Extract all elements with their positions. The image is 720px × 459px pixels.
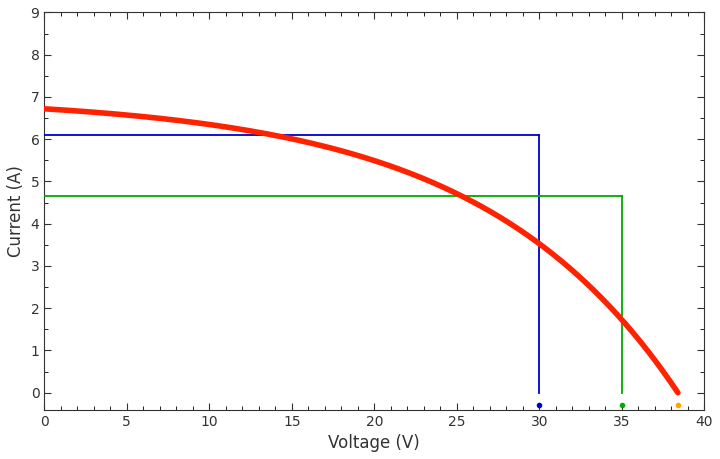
X-axis label: Voltage (V): Voltage (V) [328,434,420,452]
Y-axis label: Current (A): Current (A) [7,165,25,257]
